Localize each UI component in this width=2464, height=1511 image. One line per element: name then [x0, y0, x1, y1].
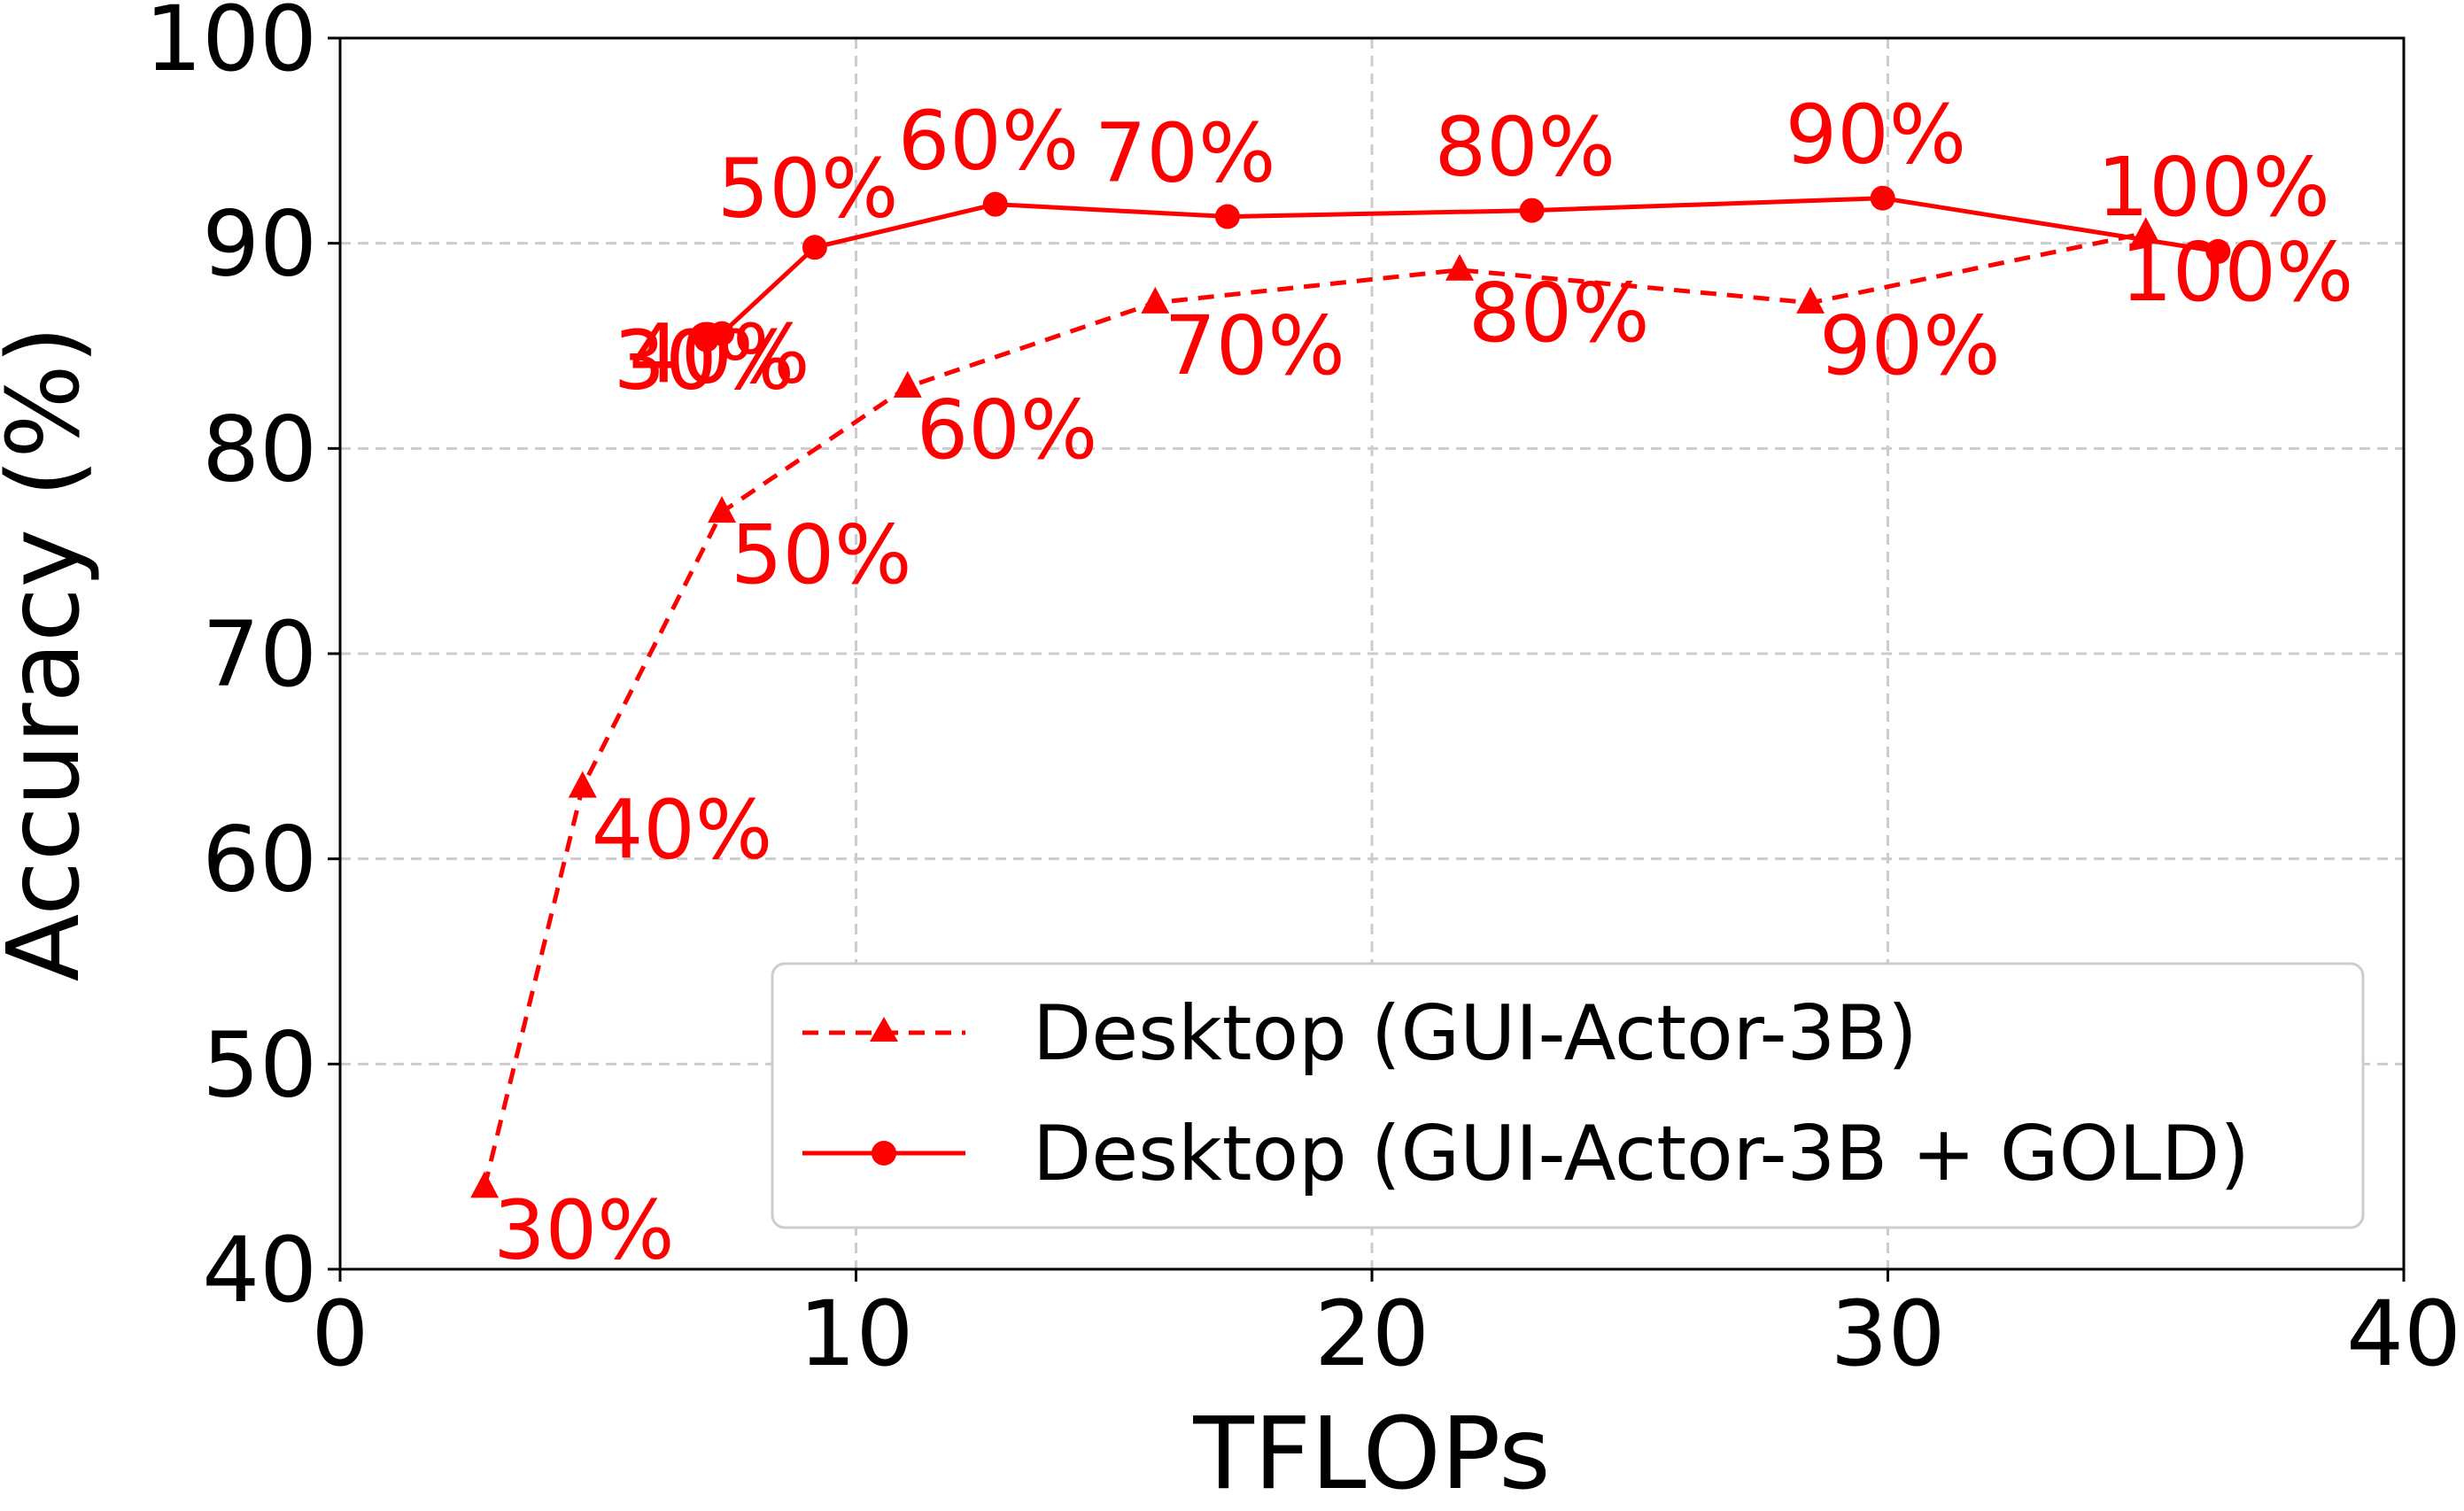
- x-tick-label: 20: [1314, 1282, 1430, 1387]
- data-point-circle: [1870, 185, 1895, 211]
- series-line: [482, 230, 2147, 1188]
- data-label: 60%: [917, 383, 1097, 477]
- data-label: 30%: [493, 1182, 674, 1277]
- data-label: 100%: [2120, 225, 2353, 320]
- data-label: 90%: [1819, 298, 2000, 393]
- data-point-circle: [982, 191, 1008, 217]
- y-tick-label: 100: [144, 0, 317, 92]
- data-label: 90%: [1786, 88, 1966, 182]
- data-point-circle: [709, 321, 735, 346]
- legend-marker-triangle: [870, 1017, 898, 1042]
- data-point-circle: [1214, 204, 1240, 229]
- data-label: 80%: [1435, 100, 1616, 195]
- y-tick-label: 40: [202, 1218, 317, 1323]
- x-tick-label: 10: [799, 1282, 914, 1387]
- ticks: 0 10 20 30 40 40 50 60 70 80 90 100: [144, 0, 2461, 1387]
- series-line: [705, 196, 2219, 342]
- legend-marker-circle: [872, 1141, 896, 1166]
- data-label: 50%: [717, 141, 898, 236]
- data-label: 70%: [1164, 298, 1344, 393]
- data-point-triangle: [708, 496, 737, 523]
- data-label: 80%: [1468, 266, 1649, 360]
- series-1: [693, 185, 2231, 353]
- data-label: 60%: [898, 94, 1079, 189]
- labels-layer: 30%40%50%60%70% 80% 90%100%30%40%50%60% 70%…: [493, 88, 2353, 1278]
- y-tick-label: 60: [202, 808, 317, 913]
- x-tick-label: 0: [312, 1282, 369, 1387]
- y-axis-title: Accuracy (%): [0, 326, 102, 982]
- grid: [340, 38, 2404, 1269]
- data-point-triangle: [470, 1171, 500, 1198]
- x-axis-title: TFLOPs: [1192, 1397, 1550, 1511]
- data-point-circle: [1519, 198, 1545, 223]
- y-tick-label: 50: [202, 1012, 317, 1118]
- legend-label-0: Desktop (GUI-Actor-3B): [1033, 989, 1918, 1078]
- data-point-circle: [2205, 238, 2231, 264]
- data-point-triangle: [1445, 253, 1475, 281]
- data-label: 30%: [614, 314, 794, 408]
- legend: Desktop (GUI-Actor-3B) Desktop (GUI-Acto…: [771, 962, 2365, 1229]
- x-tick-label: 30: [1831, 1282, 1946, 1387]
- data-point-circle: [802, 235, 827, 260]
- series-layer: [470, 185, 2231, 1198]
- x-tick-label: 40: [2346, 1282, 2461, 1387]
- data-label: 100%: [2097, 140, 2330, 235]
- legend-label-1: Desktop (GUI-Actor-3B + GOLD): [1033, 1110, 2250, 1198]
- data-label: 40%: [629, 307, 810, 402]
- legend-box: [771, 962, 2365, 1229]
- data-label: 70%: [1095, 106, 1275, 201]
- y-tick-label: 80: [202, 397, 317, 502]
- data-point-triangle: [568, 771, 597, 798]
- y-tick-label: 90: [202, 192, 317, 298]
- data-point-triangle: [893, 370, 922, 398]
- data-label: 40%: [592, 783, 772, 878]
- data-point-triangle: [1796, 286, 1825, 314]
- data-label: 50%: [731, 508, 911, 602]
- data-point-triangle: [1141, 286, 1170, 314]
- y-tick-label: 70: [202, 602, 317, 708]
- series-0: [470, 217, 2160, 1198]
